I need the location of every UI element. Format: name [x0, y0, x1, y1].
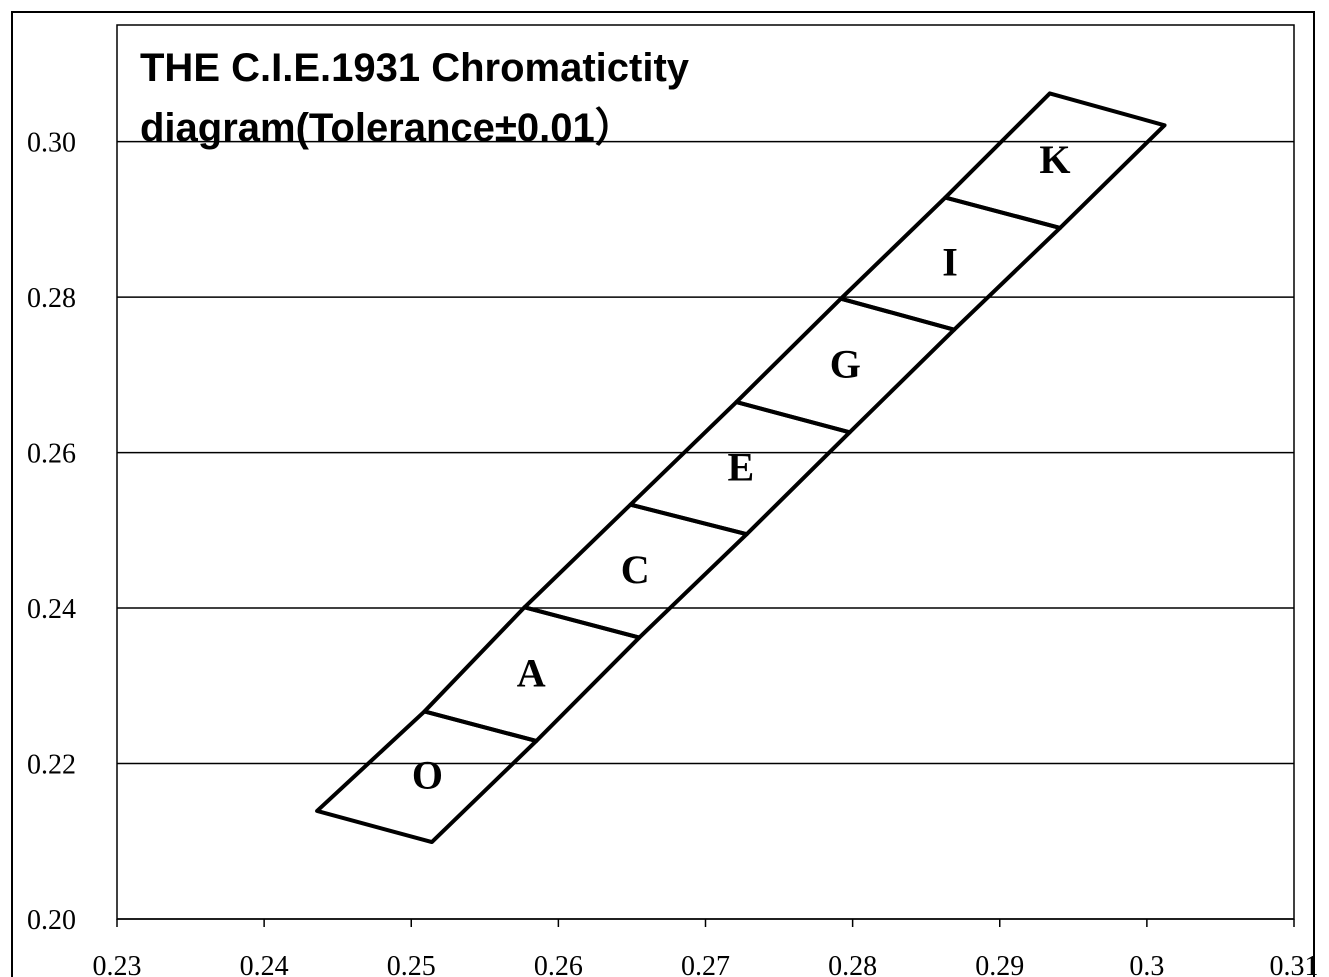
y-tick-label: 0.22 — [27, 750, 76, 781]
bin-label: O — [412, 752, 443, 797]
y-tick-label: 0.26 — [27, 439, 76, 470]
x-tick-label: 0.29 — [975, 951, 1024, 977]
x-tick-label: 0.3 — [1129, 951, 1164, 977]
bin-label: A — [517, 650, 546, 695]
plot-area — [116, 24, 1295, 920]
y-tick-label: 0.30 — [27, 128, 76, 159]
bin-label: I — [942, 239, 958, 284]
bin-label: K — [1039, 137, 1070, 182]
bin-label: E — [727, 444, 754, 489]
x-tick-label: 0.31 — [1270, 951, 1319, 977]
bin-label: G — [830, 342, 861, 387]
bin-polygon — [943, 91, 1167, 230]
y-tick-label: 0.20 — [27, 905, 76, 936]
chart-title: THE C.I.E.1931 Chromatictity diagram(Tol… — [140, 46, 690, 150]
x-tick-label: 0.26 — [534, 951, 583, 977]
x-tick-label: 0.24 — [240, 951, 289, 977]
frame — [11, 11, 1315, 977]
y-tick-label: 0.28 — [27, 283, 76, 314]
x-tick-label: 0.28 — [828, 951, 877, 977]
x-tick-label: 0.23 — [93, 951, 142, 977]
x-tick-label: 0.27 — [681, 951, 730, 977]
x-tick-label: 0.25 — [387, 951, 436, 977]
y-tick-label: 0.24 — [27, 594, 76, 625]
bin-label: C — [621, 547, 650, 592]
